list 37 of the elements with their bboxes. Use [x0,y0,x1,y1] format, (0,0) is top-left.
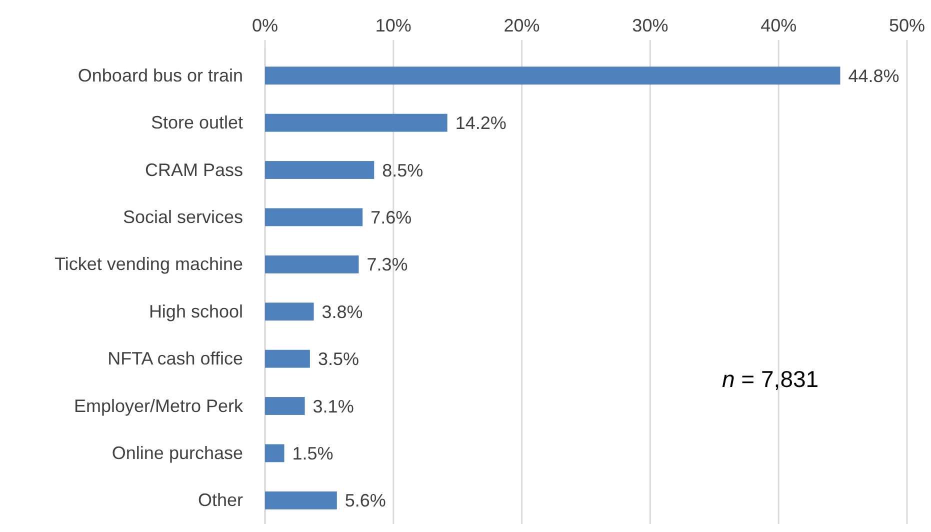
y-tick-label: Store outlet [150,112,243,133]
bar [265,350,310,368]
x-tick-label: 30% [632,16,668,36]
bar [265,444,284,462]
x-tick-label: 20% [504,16,540,36]
y-tick-label: Ticket vending machine [54,254,243,274]
x-tick-label: 50% [888,16,926,36]
y-tick-label: CRAM Pass [144,160,243,180]
x-tick-label: 40% [760,16,797,36]
data-label: 5.6% [344,490,386,511]
data-label: 1.5% [292,444,334,464]
bar [265,302,314,321]
y-tick-label: Online purchase [112,442,243,463]
bar [265,491,337,510]
x-tick-label: 10% [375,16,412,36]
data-label: 14.2% [455,113,506,134]
data-label: 7.6% [370,208,412,228]
y-tick-label: Other [198,490,243,510]
bar [265,114,448,132]
x-tick-label: 0% [252,16,278,36]
data-label: 44.8% [848,66,900,86]
y-tick-label: High school [148,301,243,322]
y-tick-label: Social services [122,206,243,227]
data-label: 8.5% [382,160,424,180]
y-tick-label: Onboard bus or train [78,65,243,86]
data-label: 3.5% [318,349,359,370]
bar [265,66,840,85]
data-label: 7.3% [366,254,408,275]
bar [265,161,374,179]
bar [265,255,359,274]
y-tick-label: Employer/Metro Perk [74,396,244,416]
data-label: 3.1% [312,396,354,416]
annotation: n = 7,831 [722,366,819,392]
bar [265,397,305,415]
bar [265,208,363,226]
y-tick-label: NFTA cash office [108,348,243,369]
data-label: 3.8% [322,302,363,322]
